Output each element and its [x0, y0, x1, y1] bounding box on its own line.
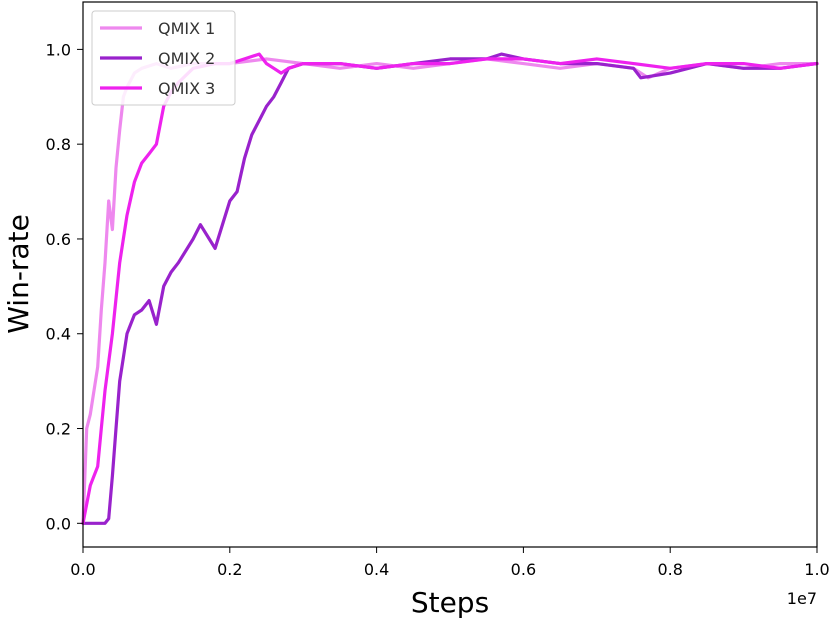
- series-line-3: [81, 52, 819, 525]
- y-tick-label: 0.8: [46, 135, 71, 154]
- x-tick-label: 0.6: [511, 560, 536, 579]
- y-axis: 0.0 0.2 0.4 0.6 0.8 1.0: [46, 40, 83, 533]
- series-line-2: [81, 52, 819, 525]
- x-tick-label: 0.4: [364, 560, 389, 579]
- plot-series-group: [81, 52, 819, 525]
- y-tick-label: 1.0: [46, 40, 71, 59]
- y-tick-label: 0.6: [46, 230, 71, 249]
- x-tick-label: 0.0: [70, 560, 95, 579]
- plot-frame: [82, 1, 818, 548]
- y-axis-title: Win-rate: [2, 214, 35, 334]
- x-axis-multiplier: 1e7: [787, 589, 817, 608]
- y-tick-label: 0.0: [46, 514, 71, 533]
- x-tick-label: 1.0: [804, 560, 829, 579]
- x-axis: 0.0 0.2 0.4 0.6 0.8 1.0: [70, 547, 830, 579]
- legend-label-2: QMIX 2: [158, 49, 215, 68]
- legend: QMIX 1 QMIX 2 QMIX 3: [91, 10, 236, 106]
- legend-label-1: QMIX 1: [158, 19, 215, 38]
- legend-box: [91, 10, 236, 106]
- x-tick-label: 0.2: [217, 560, 242, 579]
- legend-label-3: QMIX 3: [158, 79, 215, 98]
- x-tick-label: 0.8: [657, 560, 682, 579]
- y-tick-label: 0.4: [46, 325, 71, 344]
- y-tick-label: 0.2: [46, 420, 71, 439]
- series-line-1: [81, 57, 819, 525]
- x-axis-title: Steps: [411, 586, 489, 619]
